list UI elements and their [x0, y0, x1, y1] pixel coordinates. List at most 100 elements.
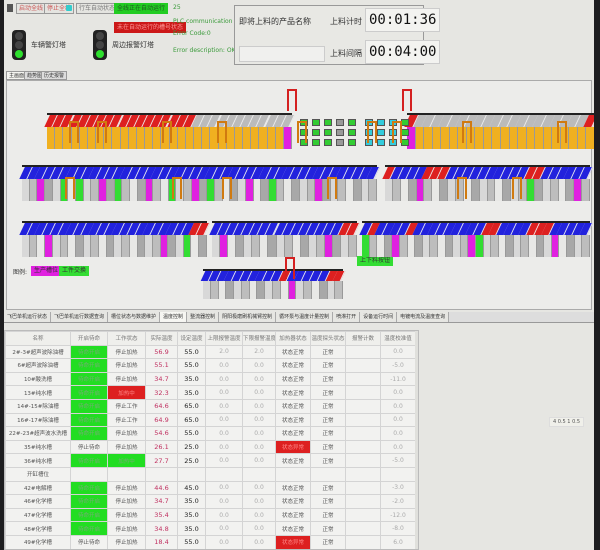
tank-slot[interactable] [29, 235, 38, 257]
tank-slot[interactable] [513, 235, 522, 257]
tank-slot[interactable] [567, 235, 575, 257]
tank-slot[interactable] [518, 127, 527, 149]
workstation[interactable] [348, 129, 356, 136]
tank-slot[interactable] [292, 235, 301, 257]
tank-slot[interactable] [407, 127, 416, 149]
table-row[interactable]: 46#化学槽 待命开启 停止加热 34.7 35.0 0.0 0.0 状态正常 正常 -2.0 [5, 494, 416, 509]
tank-slot[interactable] [495, 179, 504, 201]
tank-slot[interactable] [160, 179, 169, 201]
tank-slot[interactable] [265, 281, 274, 299]
tank-slot[interactable] [87, 127, 97, 149]
tank-slot[interactable] [207, 179, 215, 201]
tank-slot[interactable] [475, 127, 484, 149]
workstation[interactable] [377, 139, 385, 146]
tank-slot[interactable] [222, 179, 231, 201]
table-row[interactable]: 47#化学槽 待命开启 停止加热 35.4 35.0 0.0 0.0 状态正常 正常 -12.0 [5, 507, 416, 523]
crane-icon[interactable] [69, 121, 79, 143]
tank-slot[interactable] [226, 127, 235, 149]
tank-slot[interactable] [63, 127, 72, 149]
workstation[interactable] [336, 139, 344, 146]
tank-slot[interactable] [551, 235, 560, 257]
tank-slot[interactable] [385, 179, 393, 201]
crane-icon[interactable] [557, 121, 567, 143]
tank-slot[interactable] [79, 127, 88, 149]
crane-icon[interactable] [222, 177, 232, 199]
tank-slot[interactable] [316, 235, 325, 257]
tank-slot[interactable] [47, 127, 56, 149]
tank-slot[interactable] [392, 235, 400, 257]
tank-slot[interactable] [483, 235, 492, 257]
tank-slot[interactable] [52, 235, 61, 257]
bottom-tab[interactable]: 设备运行时间 [360, 312, 398, 322]
column-header[interactable]: 开启待命 [70, 331, 108, 346]
tank-slot[interactable] [245, 179, 254, 201]
tank-slot[interactable] [441, 127, 450, 149]
tank-slot[interactable] [29, 179, 38, 201]
tank-slot[interactable] [574, 179, 583, 201]
tank-slot[interactable] [55, 127, 64, 149]
workstation[interactable] [336, 129, 344, 136]
tank-slot[interactable] [534, 179, 543, 201]
tank-slot[interactable] [257, 281, 266, 299]
tank-slot[interactable] [83, 179, 92, 201]
tank-slot[interactable] [544, 235, 552, 257]
tank-slot[interactable] [399, 235, 408, 257]
bottom-tab[interactable]: 飞巴单机运行状态 [4, 312, 52, 322]
tank-slot[interactable] [440, 179, 449, 201]
tank-slot[interactable] [449, 127, 459, 149]
table-scrollbar[interactable] [415, 331, 418, 549]
tank-slot[interactable] [296, 281, 305, 299]
tank-slot[interactable] [424, 127, 433, 149]
workstation[interactable] [377, 129, 385, 136]
tank-slot[interactable] [280, 281, 289, 299]
tank-slot[interactable] [483, 127, 493, 149]
tank-slot[interactable] [129, 235, 138, 257]
tank-slot[interactable] [251, 127, 260, 149]
tank-slot[interactable] [550, 179, 559, 201]
tank-slot[interactable] [238, 179, 246, 201]
tank-slot[interactable] [335, 281, 344, 299]
tank-slot[interactable] [535, 127, 544, 149]
tank-slot[interactable] [153, 127, 162, 149]
tank-slot[interactable] [479, 179, 488, 201]
tank-slot[interactable] [153, 179, 161, 201]
table-row[interactable]: 16#-17#除油槽 待命开启 停止工作 64.9 65.0 0.0 0.0 状态正常 正常 0.… [5, 412, 416, 428]
tank-slot[interactable] [362, 235, 370, 257]
tank-slot[interactable] [99, 235, 107, 257]
tank-slot[interactable] [276, 235, 285, 257]
tank-slot[interactable] [228, 235, 237, 257]
tank-slot[interactable] [185, 127, 195, 149]
tank-slot[interactable] [114, 179, 123, 201]
tank-slot[interactable] [234, 127, 244, 149]
tank-slot[interactable] [468, 235, 476, 257]
tank-slot[interactable] [323, 179, 331, 201]
table-row[interactable]: 42#电解槽 待命开启 停止加热 44.6 45.0 0.0 0.0 状态正常 正常 -3.0 [5, 480, 416, 496]
tank-slot[interactable] [203, 281, 211, 299]
menu-icon[interactable] [7, 4, 13, 12]
tank-slot[interactable] [145, 179, 154, 201]
tank-slot[interactable] [487, 179, 496, 201]
workstation[interactable] [312, 139, 320, 146]
tank-slot[interactable] [332, 235, 341, 257]
workstation[interactable] [348, 119, 356, 126]
workstation[interactable] [348, 139, 356, 146]
workstation[interactable] [365, 129, 373, 136]
tank-slot[interactable] [22, 235, 30, 257]
bottom-tab[interactable]: 整流器控制 [187, 312, 220, 322]
tank-slot[interactable] [369, 235, 378, 257]
bottom-tab[interactable]: 温度控制 [160, 312, 188, 322]
workstation[interactable] [401, 119, 409, 126]
workstation[interactable] [300, 139, 308, 146]
tank-slot[interactable] [361, 179, 370, 201]
table-row[interactable]: 6#超声波除油槽 待命开启 停止加热 55.1 55.0 0.0 0.0 状态正常 正常 -5.0 [5, 358, 416, 373]
tank-slot[interactable] [273, 281, 281, 299]
tank-slot[interactable] [104, 127, 113, 149]
tank-slot[interactable] [99, 179, 107, 201]
tank-slot[interactable] [377, 235, 385, 257]
tank-slot[interactable] [542, 179, 551, 201]
tank-slot[interactable] [491, 235, 499, 257]
column-header[interactable]: 实际温度 [145, 331, 178, 346]
tank-slot[interactable] [559, 235, 568, 257]
stop-line-button[interactable]: 停止全线 [44, 3, 75, 14]
column-header[interactable]: 工作状态 [107, 331, 146, 346]
